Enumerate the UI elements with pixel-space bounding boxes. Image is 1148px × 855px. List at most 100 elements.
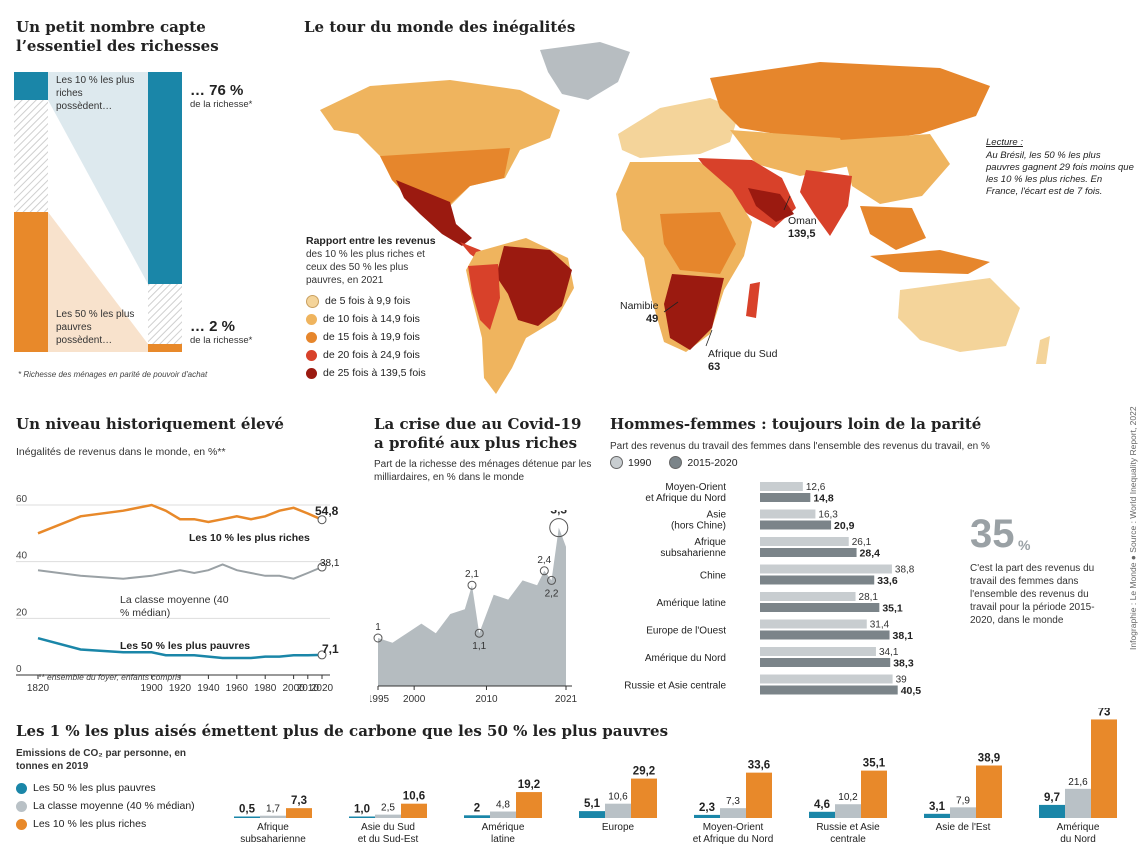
gender-value-1990: 12,6 (806, 482, 826, 493)
carbon-value-label: 33,6 (748, 760, 770, 772)
gender-value-1990: 26,1 (852, 537, 872, 548)
carbon-value-label: 7,3 (726, 796, 740, 807)
map-legend-swatch (306, 331, 317, 343)
gender-value-2015: 14,8 (813, 493, 834, 505)
map-legend-swatch (306, 294, 319, 308)
gender-bar-1990 (760, 592, 856, 601)
carbon-value-label: 7,3 (291, 795, 307, 807)
map-legend: de 5 fois à 9,9 fois de 10 fois à 14,9 f… (306, 292, 426, 382)
carbon-value-label: 35,1 (863, 758, 886, 770)
map-russia (710, 62, 990, 142)
carbon-category-label: Amérique (1057, 822, 1100, 833)
map-europe (618, 98, 740, 158)
carbon-value-label: 10,2 (838, 792, 858, 803)
carbon-value-label: 5,1 (584, 798, 601, 810)
carbon-value-label: 29,2 (633, 766, 655, 778)
gender-value-2015: 38,3 (893, 658, 914, 670)
map-usa (380, 148, 510, 206)
map-new-zealand (1036, 336, 1050, 364)
carbon-value-label: 73 (1098, 708, 1111, 718)
map-legend-title: Rapport entre les revenus (306, 235, 436, 247)
carbon-bar (976, 765, 1002, 818)
carbon-bar (1091, 719, 1117, 818)
wealth-footnote: * Richesse des ménages en parité de pouv… (18, 370, 208, 379)
map-legend-item: de 25 fois à 139,5 fois (306, 364, 426, 382)
history-xtick: 2010 (297, 683, 320, 694)
covid-value-label: 2,1 (465, 569, 479, 580)
carbon-value-label: 9,7 (1044, 792, 1060, 804)
map-legend-item: de 20 fois à 24,9 fois (306, 346, 426, 364)
wealth-top-label: Les 10 % les plus riches possèdent… (56, 75, 135, 112)
map-legend-item: de 15 fois à 19,9 fois (306, 328, 426, 346)
world-title: Le tour du monde des inégalités (304, 18, 576, 36)
carbon-bar (631, 778, 657, 818)
callout-afrique-sud-name: Afrique du Sud (708, 348, 778, 360)
covid-value-label: 1,1 (472, 641, 486, 652)
map-australia (898, 278, 1020, 352)
map-brazil (496, 246, 572, 326)
carbon-value-label: 38,9 (978, 752, 1000, 764)
gender-value-1990: 38,8 (895, 565, 915, 576)
carbon-value-label: 4,8 (496, 800, 510, 811)
callout-oman-value: 139,5 (788, 228, 816, 240)
history-end-marker (317, 515, 327, 525)
gender-bar-1990 (760, 647, 876, 656)
carbon-bar (835, 804, 861, 818)
legend-swatch (669, 456, 683, 469)
credit: Infographie : Le Monde ● Source : World … (1128, 406, 1138, 650)
history-footnote: ** ensemble du foyer, enfants compris (38, 672, 182, 682)
gender-bar-2015 (760, 575, 875, 585)
gender-big-text: C'est la part des revenus du travail des… (970, 563, 1095, 626)
gender-category-label: Amérique du Nord (645, 653, 726, 664)
carbon-bar (1039, 804, 1065, 818)
carbon-bar (950, 807, 976, 818)
carbon-bar (375, 814, 401, 818)
covid-xtick: 2000 (403, 694, 426, 705)
callout-afrique-sud-value: 63 (708, 361, 721, 373)
covid-value-label: 1 (375, 622, 381, 633)
wealth-left-hatch (14, 100, 48, 212)
map-madagascar (746, 282, 760, 318)
map-china (840, 134, 950, 204)
gender-value-1990: 34,1 (879, 647, 899, 658)
carbon-category-label: et Afrique du Nord (693, 834, 774, 845)
map-india (800, 170, 852, 236)
carbon-category-label: Moyen-Orient (703, 822, 764, 833)
gender-legend: 1990 2015-2020 (610, 456, 738, 469)
gender-category-label: Russie et Asie centrale (624, 681, 726, 692)
covid-title: La crise due au Covid-19 a profité aux p… (374, 415, 582, 452)
gender-category-label: et Afrique du Nord (645, 493, 726, 504)
covid-marker (547, 575, 557, 585)
covid-subtitle: Part de la richesse des ménages détenue … (374, 459, 592, 483)
carbon-bar (605, 803, 631, 818)
callout-oman-name: Oman (788, 215, 817, 227)
covid-xtick: 1995 (370, 694, 390, 705)
history-xtick: 1980 (254, 683, 277, 694)
carbon-legend: Les 50 % les plus pauvres La classe moye… (16, 752, 226, 833)
carbon-bar (349, 816, 375, 818)
carbon-category-label: centrale (830, 834, 866, 845)
carbon-value-label: 2,5 (381, 803, 395, 814)
history-xtick: 1960 (226, 683, 249, 694)
map-legend-item: de 10 fois à 14,9 fois (306, 310, 426, 328)
carbon-bar (720, 808, 746, 818)
carbon-category-label: latine (491, 834, 515, 845)
history-ytick: 0 (16, 664, 22, 675)
carbon-bar (490, 811, 516, 818)
gender-value-1990: 28,1 (859, 592, 879, 603)
history-xtick: 2000 (282, 683, 305, 694)
callout-namibie-value: 49 (646, 313, 659, 325)
map-central-asia (730, 130, 850, 176)
carbon-category-label: Russie et Asie (816, 822, 880, 833)
carbon-value-label: 19,2 (518, 779, 540, 791)
covid-value-label: 2,4 (537, 555, 551, 566)
map-africa-central (660, 212, 736, 274)
covid-area (378, 527, 566, 686)
world-map (320, 42, 1050, 394)
gender-title: Hommes-femmes : toujours loin de la pari… (610, 415, 982, 433)
map-lecture-text: Au Brésil, les 50 % les plus pauvres gag… (986, 150, 1134, 197)
carbon-category-label: Amérique (482, 822, 525, 833)
gender-category-label: Amérique latine (657, 598, 727, 609)
history-end-mid: 38,1 (320, 558, 340, 569)
